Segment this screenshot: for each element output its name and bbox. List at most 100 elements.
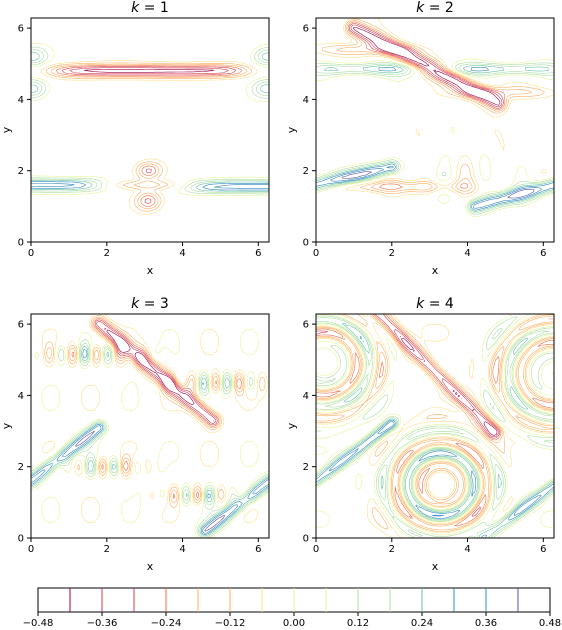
x-axis-label: x [147, 264, 154, 277]
contour-level-line [316, 315, 554, 538]
x-tick-label: 0 [313, 544, 319, 555]
contour-level-line [316, 63, 554, 214]
x-tick-label: 2 [104, 248, 110, 259]
contour-level-line [316, 314, 554, 532]
colorbar-tick-label: 0.36 [475, 618, 497, 629]
contour-level-line [40, 60, 258, 215]
contour-level-line [71, 318, 242, 499]
contour-level-line [316, 58, 554, 217]
y-axis-label: y [0, 126, 13, 133]
colorbar-tick-label: −0.36 [87, 618, 118, 629]
colorbar-levels [69, 588, 519, 612]
contour-level-line [316, 65, 554, 212]
plot-frame [315, 313, 555, 539]
contour-level-line [316, 314, 554, 531]
contour-level-line [31, 46, 269, 195]
y-tick-label: 4 [18, 95, 24, 106]
y-tick-label: 0 [18, 238, 24, 249]
x-tick-label: 0 [28, 248, 34, 259]
colorbar-tick-label: −0.24 [151, 618, 182, 629]
y-ticks: 0 2 4 6 [18, 320, 31, 545]
x-tick-label: 4 [464, 544, 470, 555]
contour-level-line [341, 171, 535, 199]
plot-frame [315, 17, 555, 243]
panel-title: k = 1 [131, 0, 169, 16]
y-tick-label: 6 [18, 24, 24, 35]
panel-title: k = 4 [416, 296, 454, 312]
panel-title: k = 3 [131, 296, 169, 312]
contour-level-line [56, 65, 242, 207]
y-ticks: 0 2 4 6 [303, 24, 316, 249]
y-ticks: 0 2 4 6 [18, 24, 31, 249]
y-axis-label: y [0, 422, 13, 429]
contour-layer [31, 43, 269, 215]
y-tick-label: 2 [18, 462, 24, 473]
contour-level-line [350, 24, 503, 108]
contour-level-line [46, 316, 244, 504]
contour-level-line [31, 52, 269, 192]
x-ticks: 0 2 4 6 [28, 242, 261, 259]
x-tick-label: 6 [540, 248, 546, 259]
x-tick-label: 2 [389, 544, 395, 555]
contour-level-line [42, 314, 268, 524]
contour-level-line [31, 49, 269, 193]
x-ticks: 0 2 4 6 [28, 538, 261, 555]
contour-level-line [349, 23, 504, 109]
x-tick-label: 2 [389, 248, 395, 259]
panel-k4: k = 4 0 2 4 6 0 2 4 6 x y [285, 296, 555, 573]
colorbar-tick-label: −0.12 [215, 618, 246, 629]
x-tick-label: 4 [179, 544, 185, 555]
contour-level-line [316, 314, 554, 538]
contour-level-line [31, 328, 269, 538]
x-tick-label: 0 [28, 544, 34, 555]
contour-level-line [69, 67, 229, 75]
x-tick-label: 4 [179, 248, 185, 259]
contour-layer [316, 18, 554, 217]
contour-level-line [347, 21, 506, 190]
y-axis-label: y [285, 126, 298, 133]
contour-level-line [46, 62, 253, 212]
contour-level-line [75, 430, 226, 532]
plot-frame [30, 313, 270, 539]
contour-level-line [321, 18, 545, 195]
y-axis-label: y [285, 422, 298, 429]
contour-level-line [316, 314, 554, 527]
contour-level-line [31, 346, 269, 536]
contour-level-line [31, 349, 269, 535]
y-tick-label: 4 [303, 391, 309, 402]
contour-level-line [31, 425, 269, 534]
contour-level-line [31, 343, 269, 538]
y-tick-label: 2 [303, 462, 309, 473]
x-tick-label: 4 [464, 248, 470, 259]
contour-level-line [31, 43, 269, 197]
contour-level-line [316, 314, 500, 517]
colorbar-tick-label: 0.48 [539, 618, 561, 629]
contour-level-line [96, 320, 217, 424]
panel-title: k = 2 [416, 0, 454, 16]
contour-level-line [352, 27, 501, 106]
x-tick-label: 6 [255, 544, 261, 555]
x-tick-label: 6 [255, 248, 261, 259]
plot-frame [30, 17, 270, 243]
contour-level-line [316, 317, 554, 538]
contour-level-line [316, 314, 554, 538]
colorbar-ticks: −0.48 −0.36 −0.24 −0.12 0.00 0.12 0.24 0… [23, 612, 561, 629]
y-tick-label: 6 [303, 320, 309, 331]
contour-level-line [336, 20, 532, 192]
contour-level-line [378, 314, 499, 438]
y-tick-label: 6 [303, 24, 309, 35]
x-axis-label: x [432, 264, 439, 277]
contour-layer [316, 314, 554, 538]
colorbar: −0.48 −0.36 −0.24 −0.12 0.00 0.12 0.24 0… [23, 587, 561, 629]
panel-k3: k = 3 0 2 4 6 0 2 4 6 x y [0, 296, 270, 573]
contour-level-line [50, 63, 248, 210]
contour-level-line [44, 315, 266, 508]
y-tick-label: 2 [303, 166, 309, 177]
contour-level-line [328, 421, 542, 517]
y-tick-label: 0 [303, 534, 309, 545]
y-tick-label: 0 [18, 534, 24, 545]
x-ticks: 0 2 4 6 [313, 538, 546, 555]
contour-level-line [31, 339, 269, 538]
x-ticks: 0 2 4 6 [313, 242, 546, 259]
